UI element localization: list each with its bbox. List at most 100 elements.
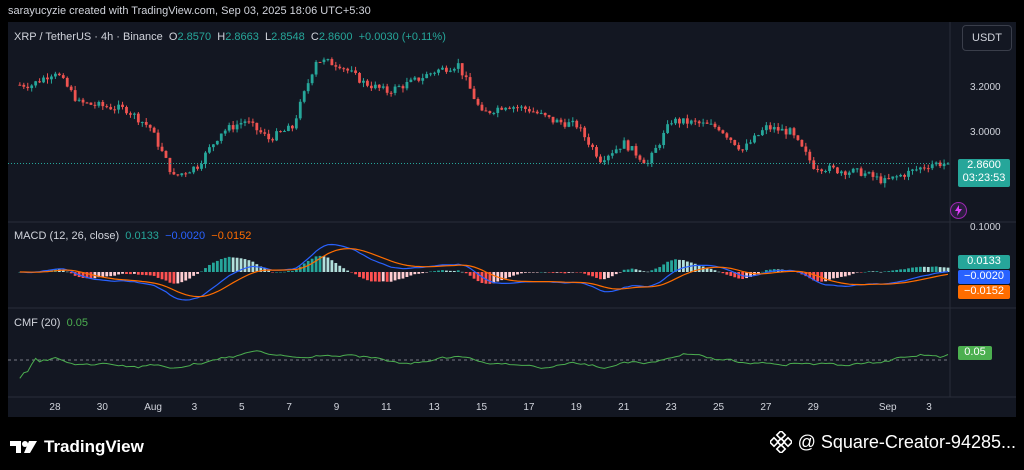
macd-histogram-bar bbox=[891, 270, 895, 272]
candle-body bbox=[433, 72, 436, 74]
candle-body bbox=[204, 152, 207, 164]
cmf-value-tag: 0.05 bbox=[958, 346, 992, 360]
candle-body bbox=[662, 132, 666, 146]
tradingview-logo[interactable]: TradingView bbox=[10, 437, 144, 457]
macd-histogram-bar bbox=[425, 272, 429, 273]
candle-body bbox=[591, 144, 594, 148]
macd-histogram-bar bbox=[535, 272, 539, 273]
cmf-line bbox=[19, 350, 949, 379]
macd-histogram-bar bbox=[654, 268, 658, 272]
macd-histogram-bar bbox=[306, 260, 310, 272]
macd-histogram-bar bbox=[231, 257, 235, 272]
macd-histogram-bar bbox=[136, 272, 140, 275]
macd-histogram-bar bbox=[922, 266, 926, 272]
time-axis-label: 28 bbox=[49, 402, 61, 413]
macd-histogram-bar bbox=[338, 265, 342, 272]
candle-body bbox=[701, 122, 705, 124]
chart-area[interactable]: XRP / TetherUS · 4h · Binance O2.8570 H2… bbox=[8, 22, 1016, 417]
macd-histogram-bar bbox=[385, 272, 389, 282]
candle-body bbox=[887, 178, 891, 180]
candle-body bbox=[674, 118, 677, 124]
macd-signal-value: −0.0152 bbox=[211, 230, 252, 242]
candle-body bbox=[180, 173, 184, 176]
candle-body bbox=[168, 157, 172, 173]
candle-body bbox=[373, 84, 377, 89]
cmf-value: 0.05 bbox=[66, 317, 88, 329]
macd-histogram-bar bbox=[322, 256, 326, 272]
cmf-legend: CMF (20) 0.05 bbox=[14, 317, 88, 329]
candle-body bbox=[496, 107, 500, 113]
macd-histogram-bar bbox=[421, 272, 425, 274]
macd-histogram-bar bbox=[314, 256, 318, 272]
macd-histogram-bar bbox=[113, 272, 117, 276]
macd-histogram-bar bbox=[843, 272, 847, 277]
candle-body bbox=[215, 140, 219, 145]
candle-body bbox=[338, 66, 342, 69]
candle-body bbox=[223, 130, 227, 134]
candle-body bbox=[271, 139, 275, 141]
candle-body bbox=[678, 118, 681, 124]
candle-body bbox=[630, 146, 634, 151]
macd-histogram-bar bbox=[587, 272, 591, 276]
candle-body bbox=[136, 113, 140, 123]
candle-body bbox=[65, 77, 69, 87]
candle-body bbox=[125, 106, 128, 114]
macd-histogram-bar bbox=[836, 272, 839, 278]
candle-body bbox=[73, 90, 77, 101]
chart-background bbox=[8, 22, 1016, 417]
created-by-text: sarayucyzie created with TradingView.com… bbox=[8, 5, 371, 17]
macd-histogram-bar bbox=[413, 272, 417, 275]
open-value: 2.8570 bbox=[177, 31, 212, 43]
macd-histogram-bar bbox=[504, 272, 508, 279]
time-axis-label: 29 bbox=[807, 402, 819, 413]
macd-histogram-bar bbox=[488, 272, 492, 284]
candle-body bbox=[437, 69, 440, 73]
candle-body bbox=[109, 107, 113, 110]
macd-histogram-bar bbox=[729, 272, 733, 276]
candle-body bbox=[725, 133, 729, 138]
macd-histogram-bar bbox=[610, 272, 614, 277]
macd-signal-line bbox=[19, 248, 949, 298]
candle-body bbox=[666, 124, 669, 133]
candle-body bbox=[468, 77, 472, 89]
candle-body bbox=[172, 172, 176, 175]
candle-body bbox=[685, 118, 689, 124]
macd-histogram-bar bbox=[887, 271, 891, 272]
macd-histogram-bar bbox=[259, 266, 263, 272]
candle-body bbox=[421, 78, 425, 81]
candle-body bbox=[709, 123, 713, 125]
candle-body bbox=[176, 174, 180, 176]
macd-histogram-bar bbox=[899, 269, 903, 272]
candle-body bbox=[140, 121, 144, 123]
time-axis-label: 9 bbox=[333, 402, 340, 413]
price-tick-3000: 3.0000 bbox=[970, 127, 1001, 138]
candle-body bbox=[113, 109, 117, 111]
candle-body bbox=[239, 122, 243, 125]
candle-body bbox=[847, 172, 851, 175]
macd-line-value: −0.0020 bbox=[165, 230, 206, 242]
macd-histogram-bar bbox=[176, 272, 180, 284]
candle-body bbox=[749, 142, 752, 144]
candle-body bbox=[377, 84, 381, 88]
macd-histogram-bar bbox=[196, 272, 199, 274]
candle-body bbox=[417, 77, 421, 81]
currency-selector-button[interactable]: USDT bbox=[962, 25, 1012, 51]
macd-line-tag: −0.0020 bbox=[958, 270, 1010, 284]
tradingview-logo-text: TradingView bbox=[44, 437, 144, 456]
macd-histogram-bar bbox=[373, 272, 377, 282]
candle-body bbox=[555, 119, 559, 123]
time-axis-label: 17 bbox=[523, 402, 535, 413]
macd-histogram-bar bbox=[863, 271, 867, 273]
lightning-icon[interactable] bbox=[950, 202, 967, 219]
candle-body bbox=[911, 169, 914, 171]
chart-canvas[interactable] bbox=[8, 22, 1016, 417]
candle-body bbox=[745, 143, 748, 150]
macd-histogram-bar bbox=[583, 272, 587, 274]
macd-histogram-bar bbox=[129, 272, 132, 275]
candle-body bbox=[156, 132, 160, 147]
macd-histogram-bar bbox=[275, 271, 278, 273]
macd-histogram-bar bbox=[855, 272, 859, 273]
candle-body bbox=[697, 121, 701, 124]
candle-body bbox=[729, 137, 733, 141]
candle-body bbox=[753, 135, 756, 143]
